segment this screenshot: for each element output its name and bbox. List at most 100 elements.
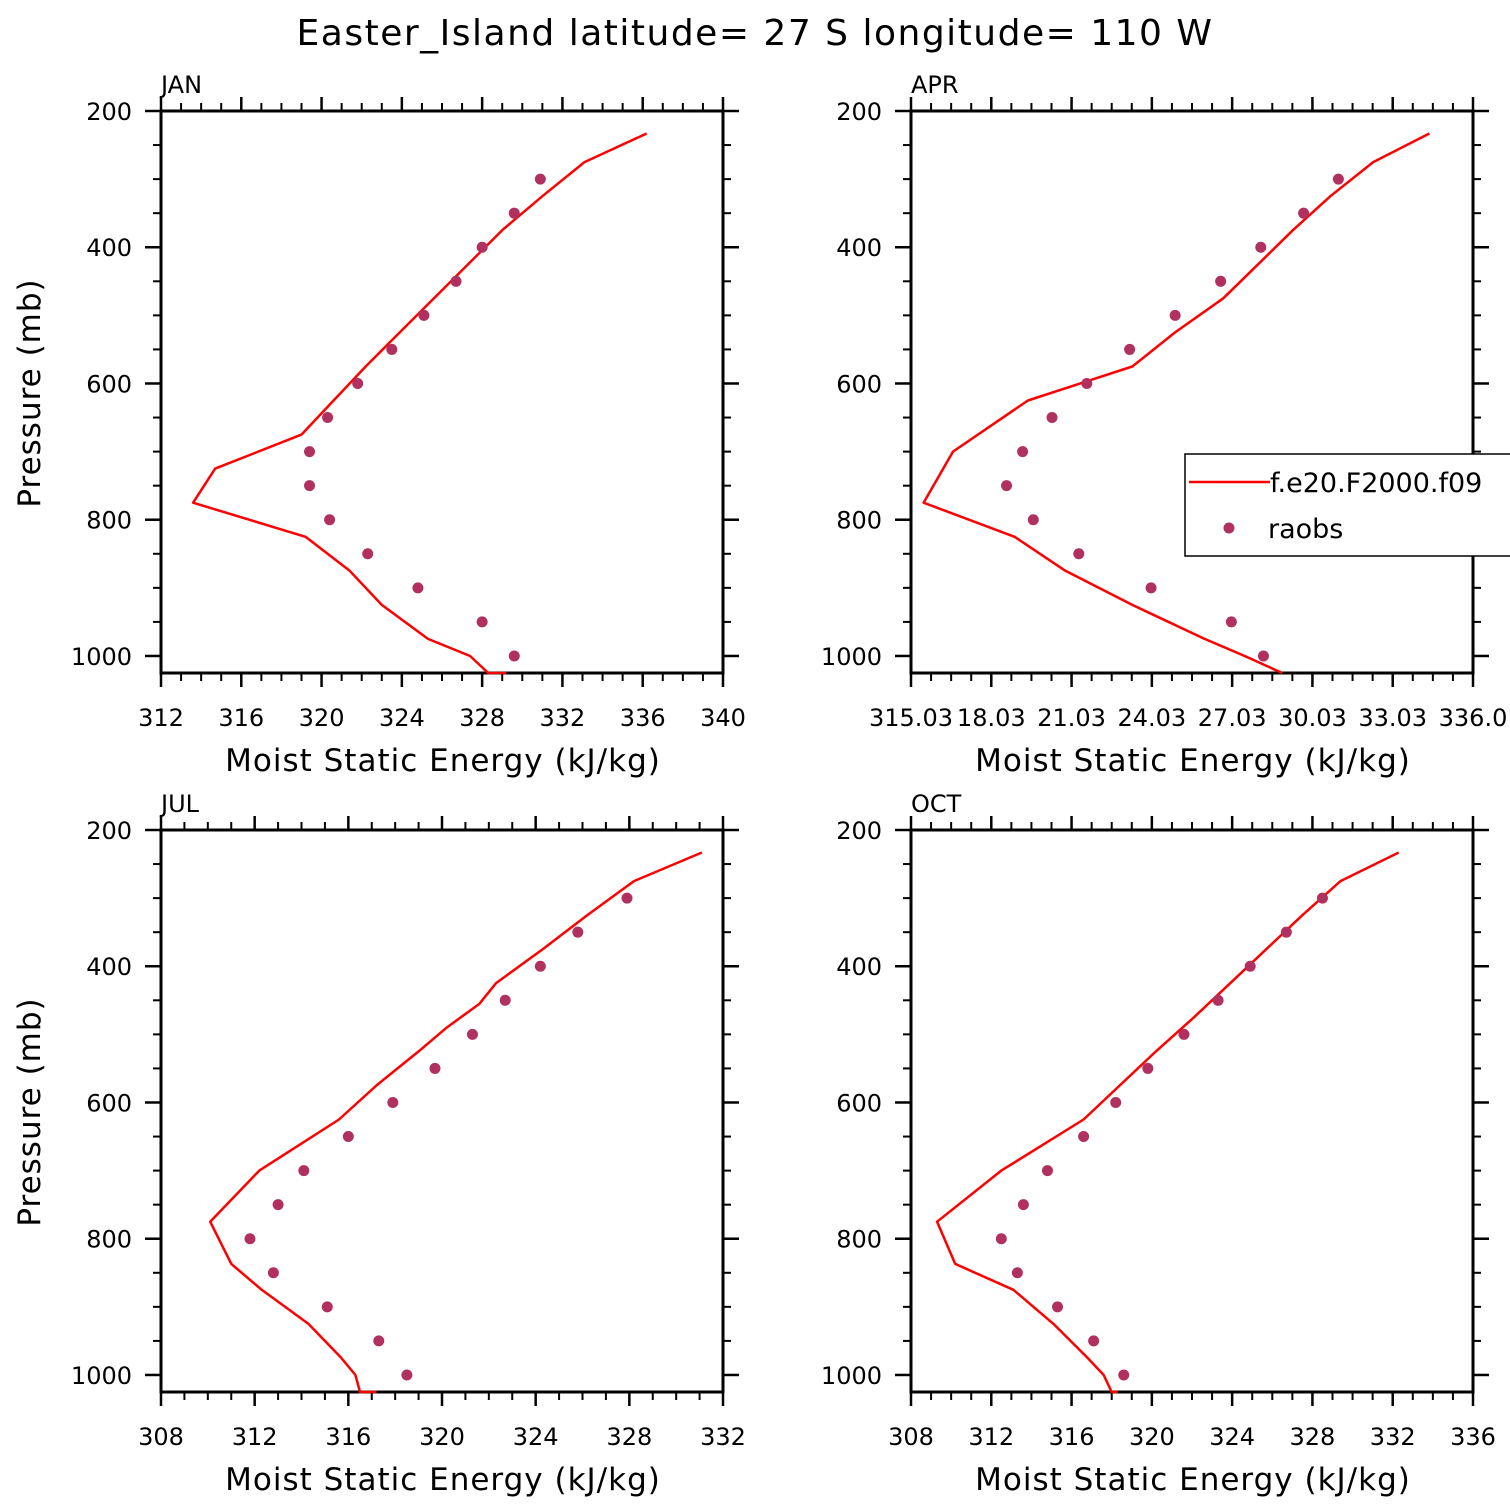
- legend-model-label: f.e20.F2000.f09: [1270, 468, 1482, 499]
- raobs-point: [1073, 548, 1085, 560]
- raobs-point: [534, 960, 546, 972]
- panel-oct: OCT 308 312 316 320 324 328 332 336 200 400 600 800 1…: [821, 790, 1496, 1498]
- raobs-point: [1046, 412, 1058, 424]
- x-tick-label: 316: [218, 704, 264, 732]
- raobs-point: [1316, 892, 1328, 904]
- raobs-point: [1081, 377, 1093, 389]
- raobs-point: [534, 173, 546, 185]
- x-tick-label: 332: [700, 1423, 746, 1451]
- raobs-point: [1052, 1301, 1064, 1313]
- model-profile-line: [191, 132, 648, 675]
- raobs-point: [387, 1096, 399, 1108]
- x-tick-label: 324: [379, 704, 425, 732]
- panel-label: JUL: [159, 790, 200, 818]
- x-tick-label: 33.03: [1358, 704, 1427, 732]
- raobs-point: [1169, 309, 1181, 321]
- y-tick-label: 400: [836, 234, 882, 262]
- y-tick-label: 200: [836, 98, 882, 126]
- raobs-point: [1142, 1062, 1154, 1074]
- raobs-point: [466, 1028, 478, 1040]
- y-tick-label: 400: [86, 953, 132, 981]
- model-profile-line: [935, 851, 1400, 1394]
- raobs-point: [1017, 1199, 1029, 1211]
- figure-title: Easter_Island latitude= 27 S longitude= …: [297, 13, 1214, 54]
- raobs-point: [995, 1233, 1007, 1245]
- x-tick-label: 324: [513, 1423, 559, 1451]
- x-tick-label: 320: [299, 704, 345, 732]
- raobs-point: [476, 241, 488, 253]
- x-tick-label: 308: [888, 1423, 934, 1451]
- y-tick-label: 600: [86, 1089, 132, 1117]
- raobs-point: [1001, 480, 1013, 492]
- x-tick-label: 328: [459, 704, 505, 732]
- y-tick-label: 800: [86, 507, 132, 535]
- raobs-point: [1257, 650, 1269, 662]
- raobs-point: [1280, 926, 1292, 938]
- x-tick-label: 18.03: [957, 704, 1026, 732]
- x-axis-label: Moist Static Energy (kJ/kg): [225, 1462, 661, 1498]
- x-tick-label: 312: [232, 1423, 278, 1451]
- raobs-point: [386, 343, 398, 355]
- plot-frame: [909, 109, 1475, 675]
- panels-container: JAN 312 316 320 324 328 332 336 340 200 400 600 800 1…: [12, 71, 1510, 1498]
- y-tick-label: 1000: [71, 1362, 132, 1390]
- model-profile-line: [922, 132, 1430, 675]
- raobs-point: [352, 377, 364, 389]
- raobs-point: [621, 892, 633, 904]
- x-tick-label: 312: [968, 1423, 1014, 1451]
- x-tick-label: 316: [1049, 1423, 1095, 1451]
- legend-marker-swatch: [1223, 522, 1235, 534]
- raobs-point: [244, 1233, 256, 1245]
- x-tick-label: 328: [1290, 1423, 1336, 1451]
- x-tick-label: 316: [325, 1423, 371, 1451]
- raobs-point: [267, 1267, 279, 1279]
- x-tick-label: 312: [138, 704, 184, 732]
- raobs-point: [499, 994, 511, 1006]
- raobs-point: [1027, 514, 1039, 526]
- raobs-point: [572, 926, 584, 938]
- x-tick-label: 320: [419, 1423, 465, 1451]
- x-tick-label: 332: [540, 704, 586, 732]
- raobs-point: [1017, 446, 1029, 458]
- raobs-point: [373, 1335, 385, 1347]
- x-tick-label: 320: [1129, 1423, 1175, 1451]
- y-tick-label: 200: [86, 817, 132, 845]
- legend-obs-label: raobs: [1268, 514, 1343, 545]
- raobs-point: [321, 1301, 333, 1313]
- panel-apr: APR 315.03 18.03 21.03 24.03 27.03 30.03 33.03 3…: [821, 71, 1507, 779]
- y-tick-label: 1000: [821, 643, 882, 671]
- raobs-point: [1225, 616, 1237, 628]
- y-tick-label: 400: [836, 953, 882, 981]
- x-tick-label: 336: [1450, 1423, 1496, 1451]
- y-axis-label: Pressure (mb): [12, 997, 48, 1226]
- panel-label: JAN: [159, 71, 202, 99]
- y-tick-label: 800: [836, 507, 882, 535]
- y-tick-label: 600: [836, 1089, 882, 1117]
- raobs-point: [1244, 960, 1256, 972]
- y-tick-label: 800: [836, 1226, 882, 1254]
- x-axis-label: Moist Static Energy (kJ/kg): [225, 743, 661, 779]
- y-tick-label: 1000: [821, 1362, 882, 1390]
- raobs-point: [1255, 241, 1267, 253]
- y-tick-label: 600: [836, 370, 882, 398]
- raobs-point: [429, 1062, 441, 1074]
- raobs-point: [1298, 207, 1310, 219]
- x-axis-label: Moist Static Energy (kJ/kg): [975, 1462, 1411, 1498]
- raobs-point: [1178, 1028, 1190, 1040]
- x-tick-label: 324: [1209, 1423, 1255, 1451]
- x-tick-label: 27.03: [1198, 704, 1267, 732]
- plot-frame: [159, 109, 725, 675]
- panel-label: APR: [911, 71, 959, 99]
- y-tick-label: 600: [86, 370, 132, 398]
- raobs-point: [1041, 1165, 1053, 1177]
- raobs-point: [1212, 994, 1224, 1006]
- raobs-point: [362, 548, 374, 560]
- x-axis-label: Moist Static Energy (kJ/kg): [975, 743, 1411, 779]
- raobs-point: [304, 446, 316, 458]
- x-tick-label: 24.03: [1117, 704, 1186, 732]
- raobs-point: [1118, 1369, 1130, 1381]
- raobs-point: [508, 650, 520, 662]
- legend-box: [1184, 453, 1510, 557]
- x-tick-label: 308: [138, 1423, 184, 1451]
- raobs-point: [1124, 343, 1136, 355]
